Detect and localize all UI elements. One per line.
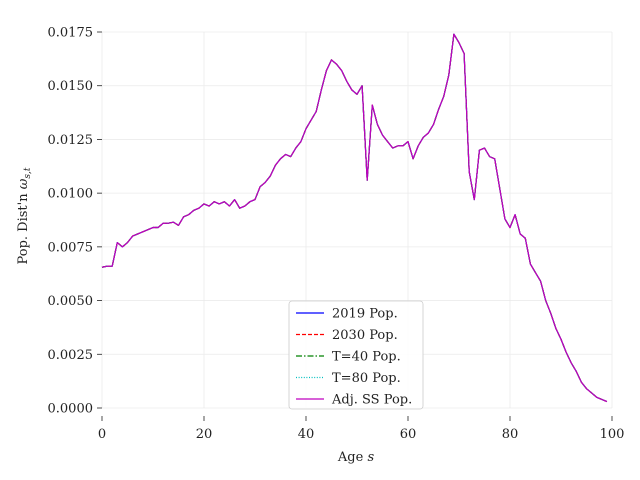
x-tick-label: 80 (502, 427, 519, 442)
x-tick-label: 60 (400, 427, 417, 442)
axis-ticks: 0.0000 0.0025 0.0050 0.0075 0.0100 0.0125 0.01… (48, 26, 625, 443)
legend-label: T=80 Pop. (332, 371, 401, 386)
x-tick-label: 100 (600, 427, 625, 442)
y-tick-label: 0.0150 (48, 79, 94, 94)
y-axis-label: Pop. Dist'n ωs,t (16, 167, 33, 264)
legend-label: T=40 Pop. (332, 350, 401, 365)
legend-label: 2019 Pop. (332, 307, 398, 322)
legend-label: Adj. SS Pop. (331, 393, 412, 408)
legend: 2019 Pop. 2030 Pop. T=40 Pop. T=80 Pop. Adj.… (288, 300, 424, 410)
y-tick-label: 0.0050 (48, 294, 94, 309)
x-tick-label: 0 (98, 427, 106, 442)
x-tick-label: 40 (298, 427, 315, 442)
y-tick-label: 0.0075 (48, 240, 94, 255)
series-line-5 (101, 33, 608, 403)
x-axis-label: Age s (337, 450, 375, 465)
legend-box (288, 300, 424, 410)
y-tick-label: 0.0025 (48, 348, 94, 363)
x-tick-label: 20 (196, 427, 213, 442)
legend-label: 2030 Pop. (332, 328, 398, 343)
y-tick-label: 0.0100 (48, 187, 94, 202)
series-lines (101, 33, 608, 403)
y-tick-label: 0.0175 (48, 26, 94, 41)
y-tick-label: 0.0000 (48, 402, 94, 417)
y-tick-label: 0.0125 (48, 133, 94, 148)
grid (101, 31, 613, 409)
